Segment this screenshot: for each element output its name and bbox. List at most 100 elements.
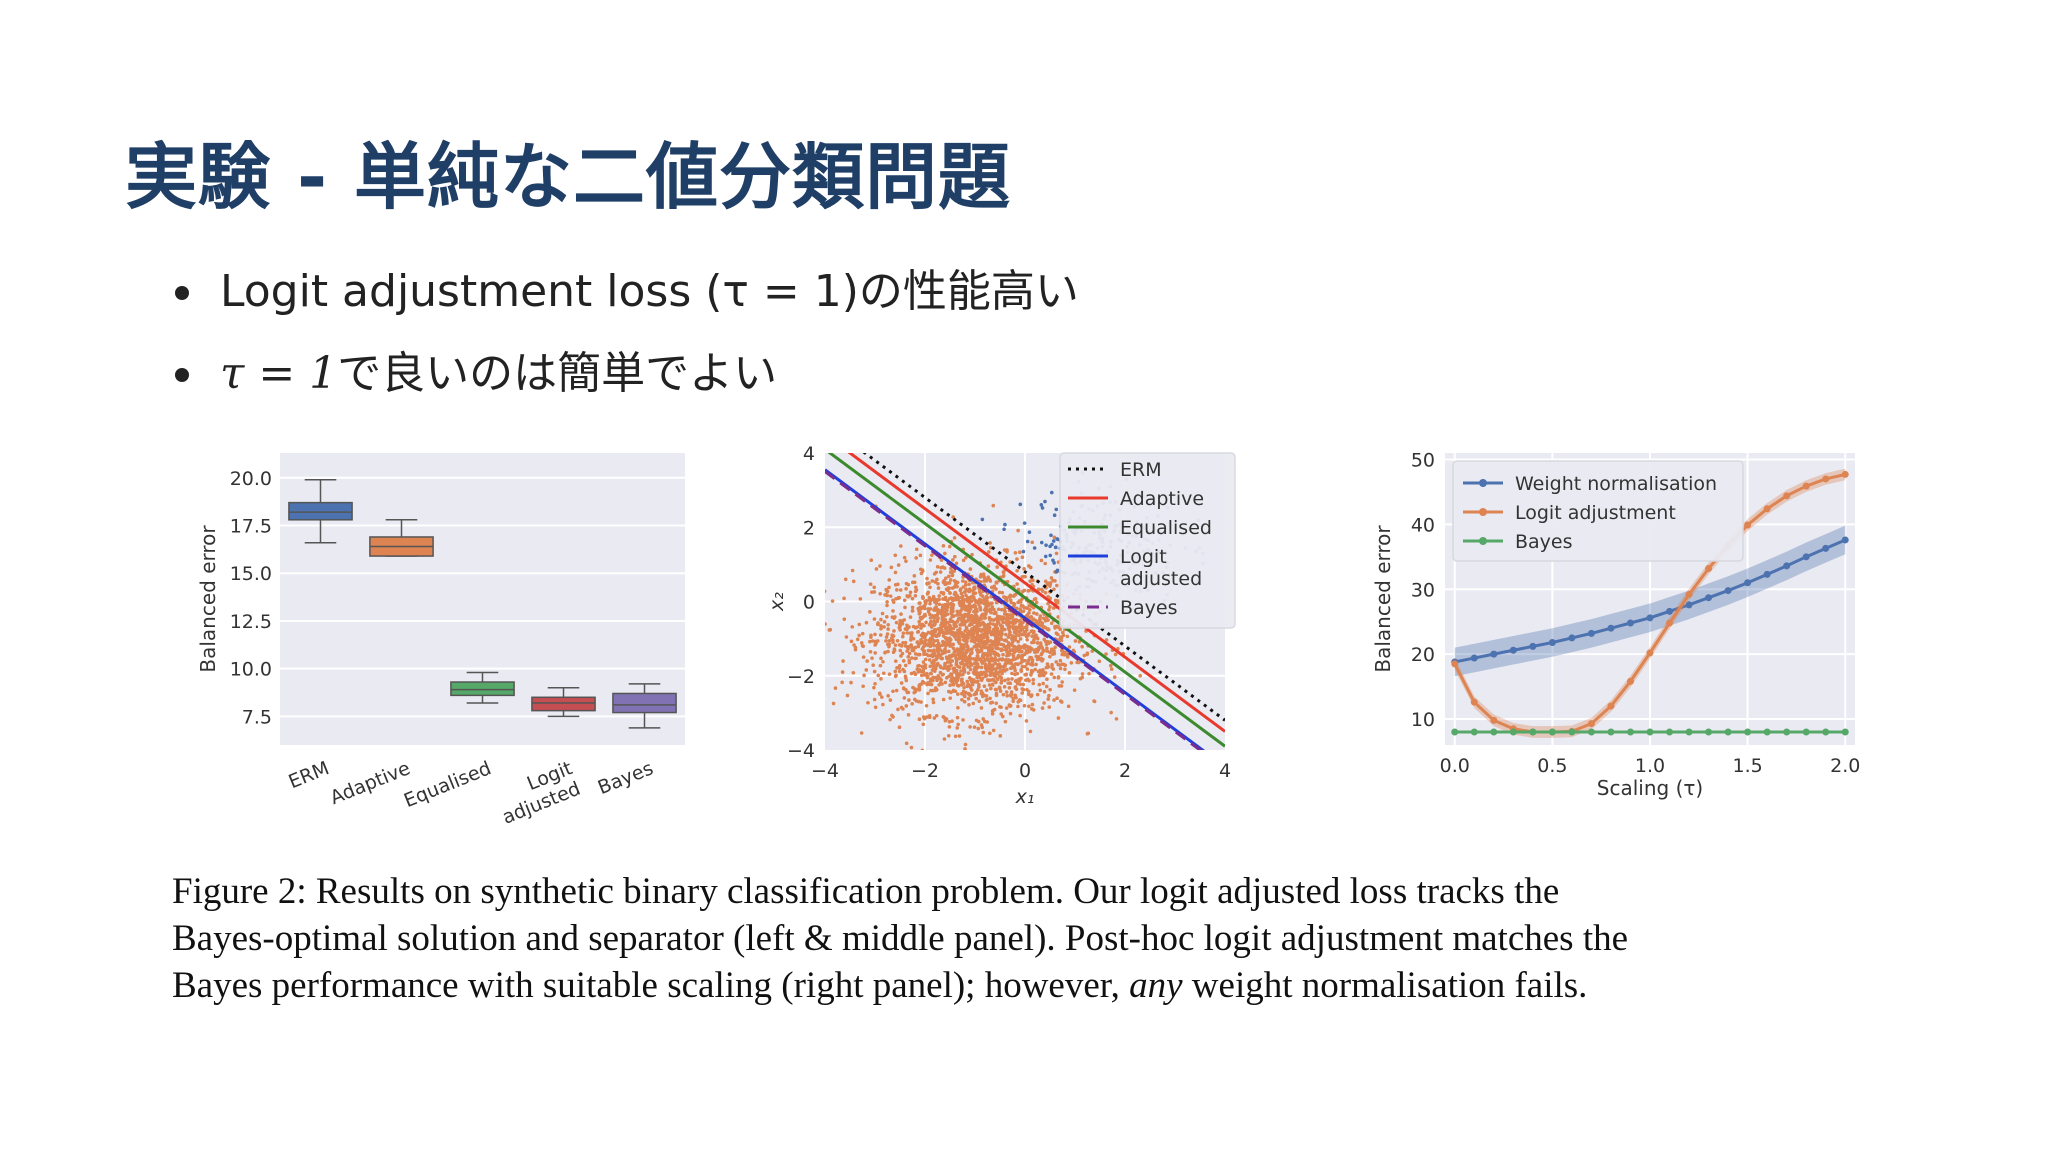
- scatter-point: [1041, 668, 1045, 672]
- scatter-point: [933, 669, 937, 673]
- scatter-point: [1065, 655, 1070, 659]
- data-point: [1705, 565, 1713, 573]
- scatter-point: [908, 590, 913, 595]
- scatter-point: [956, 692, 960, 696]
- scatter-point: [976, 637, 981, 642]
- scatter-point: [901, 667, 905, 672]
- scatter-point: [987, 683, 992, 687]
- scatter-point: [901, 659, 906, 663]
- scatter-point: [1043, 499, 1047, 504]
- scatter-point: [1017, 644, 1021, 648]
- x-tick-label-line: Bayes: [595, 757, 657, 799]
- scatter-point: [935, 619, 940, 624]
- scatter-point: [858, 597, 863, 601]
- scatter-point: [982, 632, 987, 637]
- scatter-point: [995, 565, 999, 569]
- scatter-point: [1018, 682, 1023, 687]
- x-tick-label: 1.0: [1635, 755, 1665, 777]
- y-axis-label: Balanced error: [1371, 525, 1395, 673]
- scatter-point: [977, 649, 982, 654]
- scatter-point: [873, 705, 878, 710]
- scatter-point: [1025, 687, 1029, 692]
- legend-marker: [1479, 479, 1487, 487]
- scatter-point: [960, 697, 964, 702]
- scatter-point: [956, 684, 961, 688]
- scatter-point: [905, 649, 909, 653]
- scatter-point: [892, 648, 897, 653]
- scatter-point: [984, 642, 989, 646]
- scatter-point: [869, 558, 874, 563]
- scatter-point: [918, 610, 922, 615]
- data-point: [1822, 475, 1830, 483]
- scatter-point: [927, 658, 932, 662]
- scatter-point: [887, 578, 892, 582]
- scatter-point: [1020, 664, 1025, 669]
- scatter-point: [989, 686, 993, 691]
- data-point: [1470, 728, 1478, 736]
- scatter-point: [1058, 699, 1063, 703]
- scatter-point: [879, 677, 883, 681]
- scatter-point: [924, 598, 929, 603]
- scatter-point: [1008, 693, 1013, 697]
- scatter-point: [972, 616, 977, 620]
- scatter-point: [1023, 658, 1027, 663]
- x-tick-label: 2.0: [1830, 755, 1860, 777]
- scatter-point: [993, 675, 998, 679]
- scatter-point: [988, 696, 992, 701]
- scatter-point: [960, 679, 964, 683]
- scatter-point: [949, 566, 953, 571]
- scatter-point: [991, 618, 996, 622]
- legend-label: Logit adjustment: [1515, 502, 1676, 524]
- scatter-point: [887, 585, 891, 590]
- scatter-point: [1011, 652, 1015, 657]
- scatter-point: [1001, 692, 1006, 697]
- scatter-point: [941, 697, 946, 702]
- scatter-point: [872, 617, 877, 621]
- scatter-point: [896, 563, 901, 567]
- scatter-point: [1020, 632, 1024, 637]
- scatter-point: [1031, 617, 1036, 622]
- scatter-point: [845, 693, 850, 698]
- scatter-point: [840, 670, 845, 674]
- scatter-point: [980, 594, 985, 598]
- scatter-point: [1006, 626, 1011, 630]
- scatter-point: [998, 665, 1003, 670]
- scatter-point: [926, 653, 931, 658]
- scatter-point: [1036, 587, 1041, 592]
- scatter-point: [929, 688, 933, 693]
- scatter-point: [920, 664, 925, 669]
- scatter-point: [1007, 595, 1012, 599]
- scatter-point: [864, 620, 869, 625]
- data-point: [1685, 590, 1693, 598]
- scatter-point: [1046, 594, 1050, 599]
- scatter-point: [963, 694, 967, 699]
- data-point: [1783, 728, 1791, 736]
- scatter-point: [982, 574, 986, 579]
- scatter-point: [918, 668, 922, 672]
- scatter-point: [1025, 539, 1030, 544]
- scatter-point: [932, 716, 937, 720]
- scatter-point: [918, 553, 923, 558]
- separator-line: [827, 453, 1225, 748]
- scatter-point: [1023, 574, 1027, 579]
- scatter-point: [950, 653, 955, 658]
- scatter-point: [927, 595, 932, 600]
- scatter-point: [948, 626, 953, 631]
- scatter-point: [1047, 705, 1052, 709]
- scatter-point: [935, 565, 940, 569]
- scatter-point: [876, 639, 880, 643]
- scatter-point: [943, 663, 947, 667]
- scatter-point: [1025, 633, 1030, 638]
- scatter-point: [981, 642, 986, 647]
- scatter-point: [999, 607, 1004, 612]
- scatter-point: [934, 605, 939, 609]
- scatter-point: [892, 629, 896, 633]
- scatter-point: [1023, 664, 1027, 669]
- scatter-point: [1013, 621, 1018, 625]
- scatter-point: [954, 561, 959, 566]
- scatter-point: [1003, 609, 1007, 614]
- scatter-point: [1022, 703, 1027, 708]
- scatter-point: [855, 637, 860, 642]
- scatter-point: [1061, 633, 1066, 638]
- scatter-point: [887, 644, 891, 649]
